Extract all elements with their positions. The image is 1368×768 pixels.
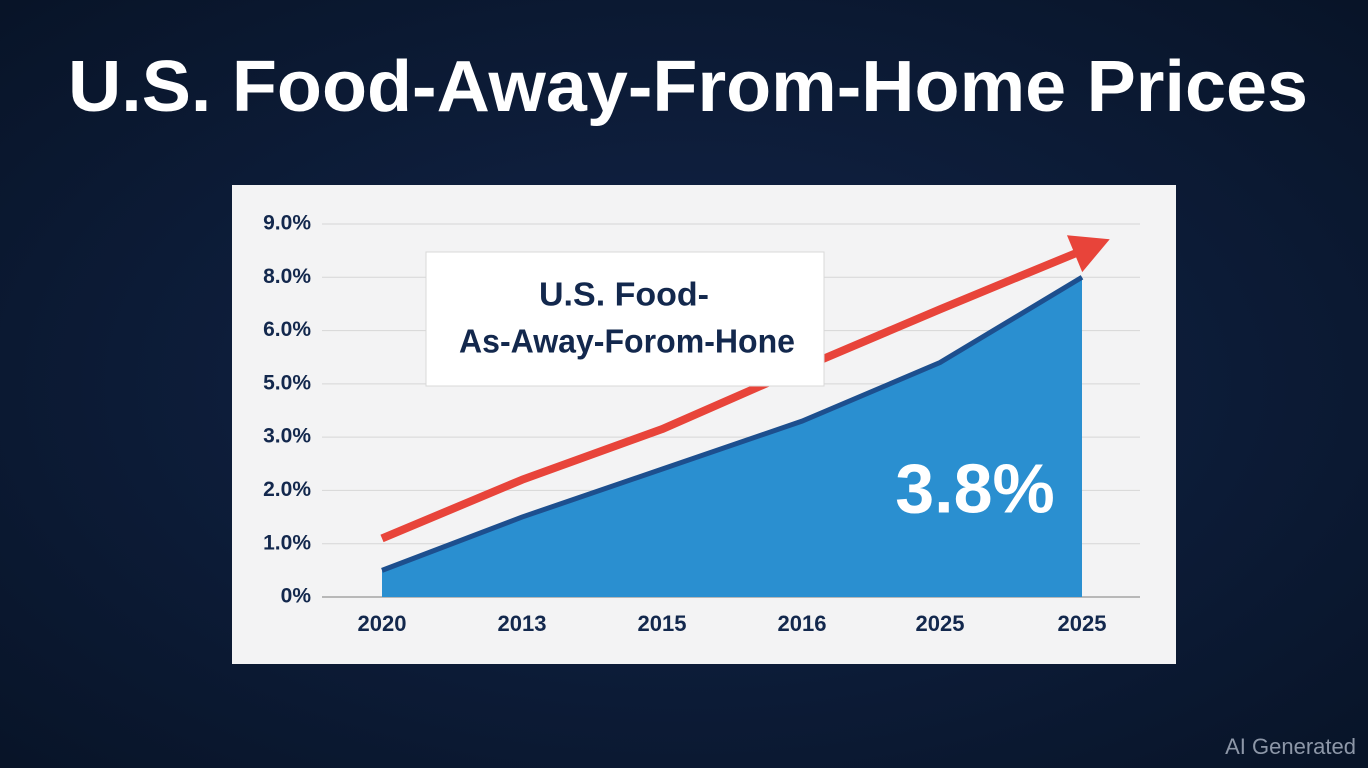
y-tick-label: 2.0%: [263, 478, 311, 501]
arrow-head: [1066, 235, 1110, 273]
x-tick-label: 2020: [358, 611, 407, 636]
x-tick-label: 2016: [778, 611, 827, 636]
area: [382, 277, 1082, 597]
plot-area: 0% 1.0% 2.0% 3.0% 5.0% 6.0% 8.0% 9.0% 2020 2013 20…: [263, 212, 1140, 636]
page-title: U.S. Food-Away-From-Home Prices: [68, 47, 1308, 127]
annotation-background: [425, 251, 825, 387]
y-tick-label: 9.0%: [263, 212, 311, 235]
y-tick-label: 3.0%: [263, 425, 311, 448]
x-tick-label: 2015: [638, 611, 687, 636]
area-edge: [381, 275, 1084, 573]
x-tick-label: 2025: [1058, 611, 1107, 636]
x-tick-label: 2013: [498, 611, 547, 636]
highlight-value: 3.8%: [895, 449, 1055, 527]
y-tick-label: 5.0%: [263, 371, 311, 394]
annotation-box: U.S. Food- As-Away-Forom-Hone: [425, 251, 825, 387]
x-tick-label: 2025: [916, 611, 965, 636]
y-tick-label: 8.0%: [263, 265, 311, 288]
y-tick-label: 6.0%: [263, 318, 311, 341]
watermark: AI Generated: [1225, 734, 1356, 759]
y-tick-label: 1.0%: [263, 531, 311, 554]
y-tick-label: 0%: [281, 585, 312, 608]
annotation-line: As-Away-Forom-Hone: [459, 323, 795, 360]
annotation-line: U.S. Food-: [539, 276, 709, 313]
trend-arrow: [380, 246, 1084, 543]
